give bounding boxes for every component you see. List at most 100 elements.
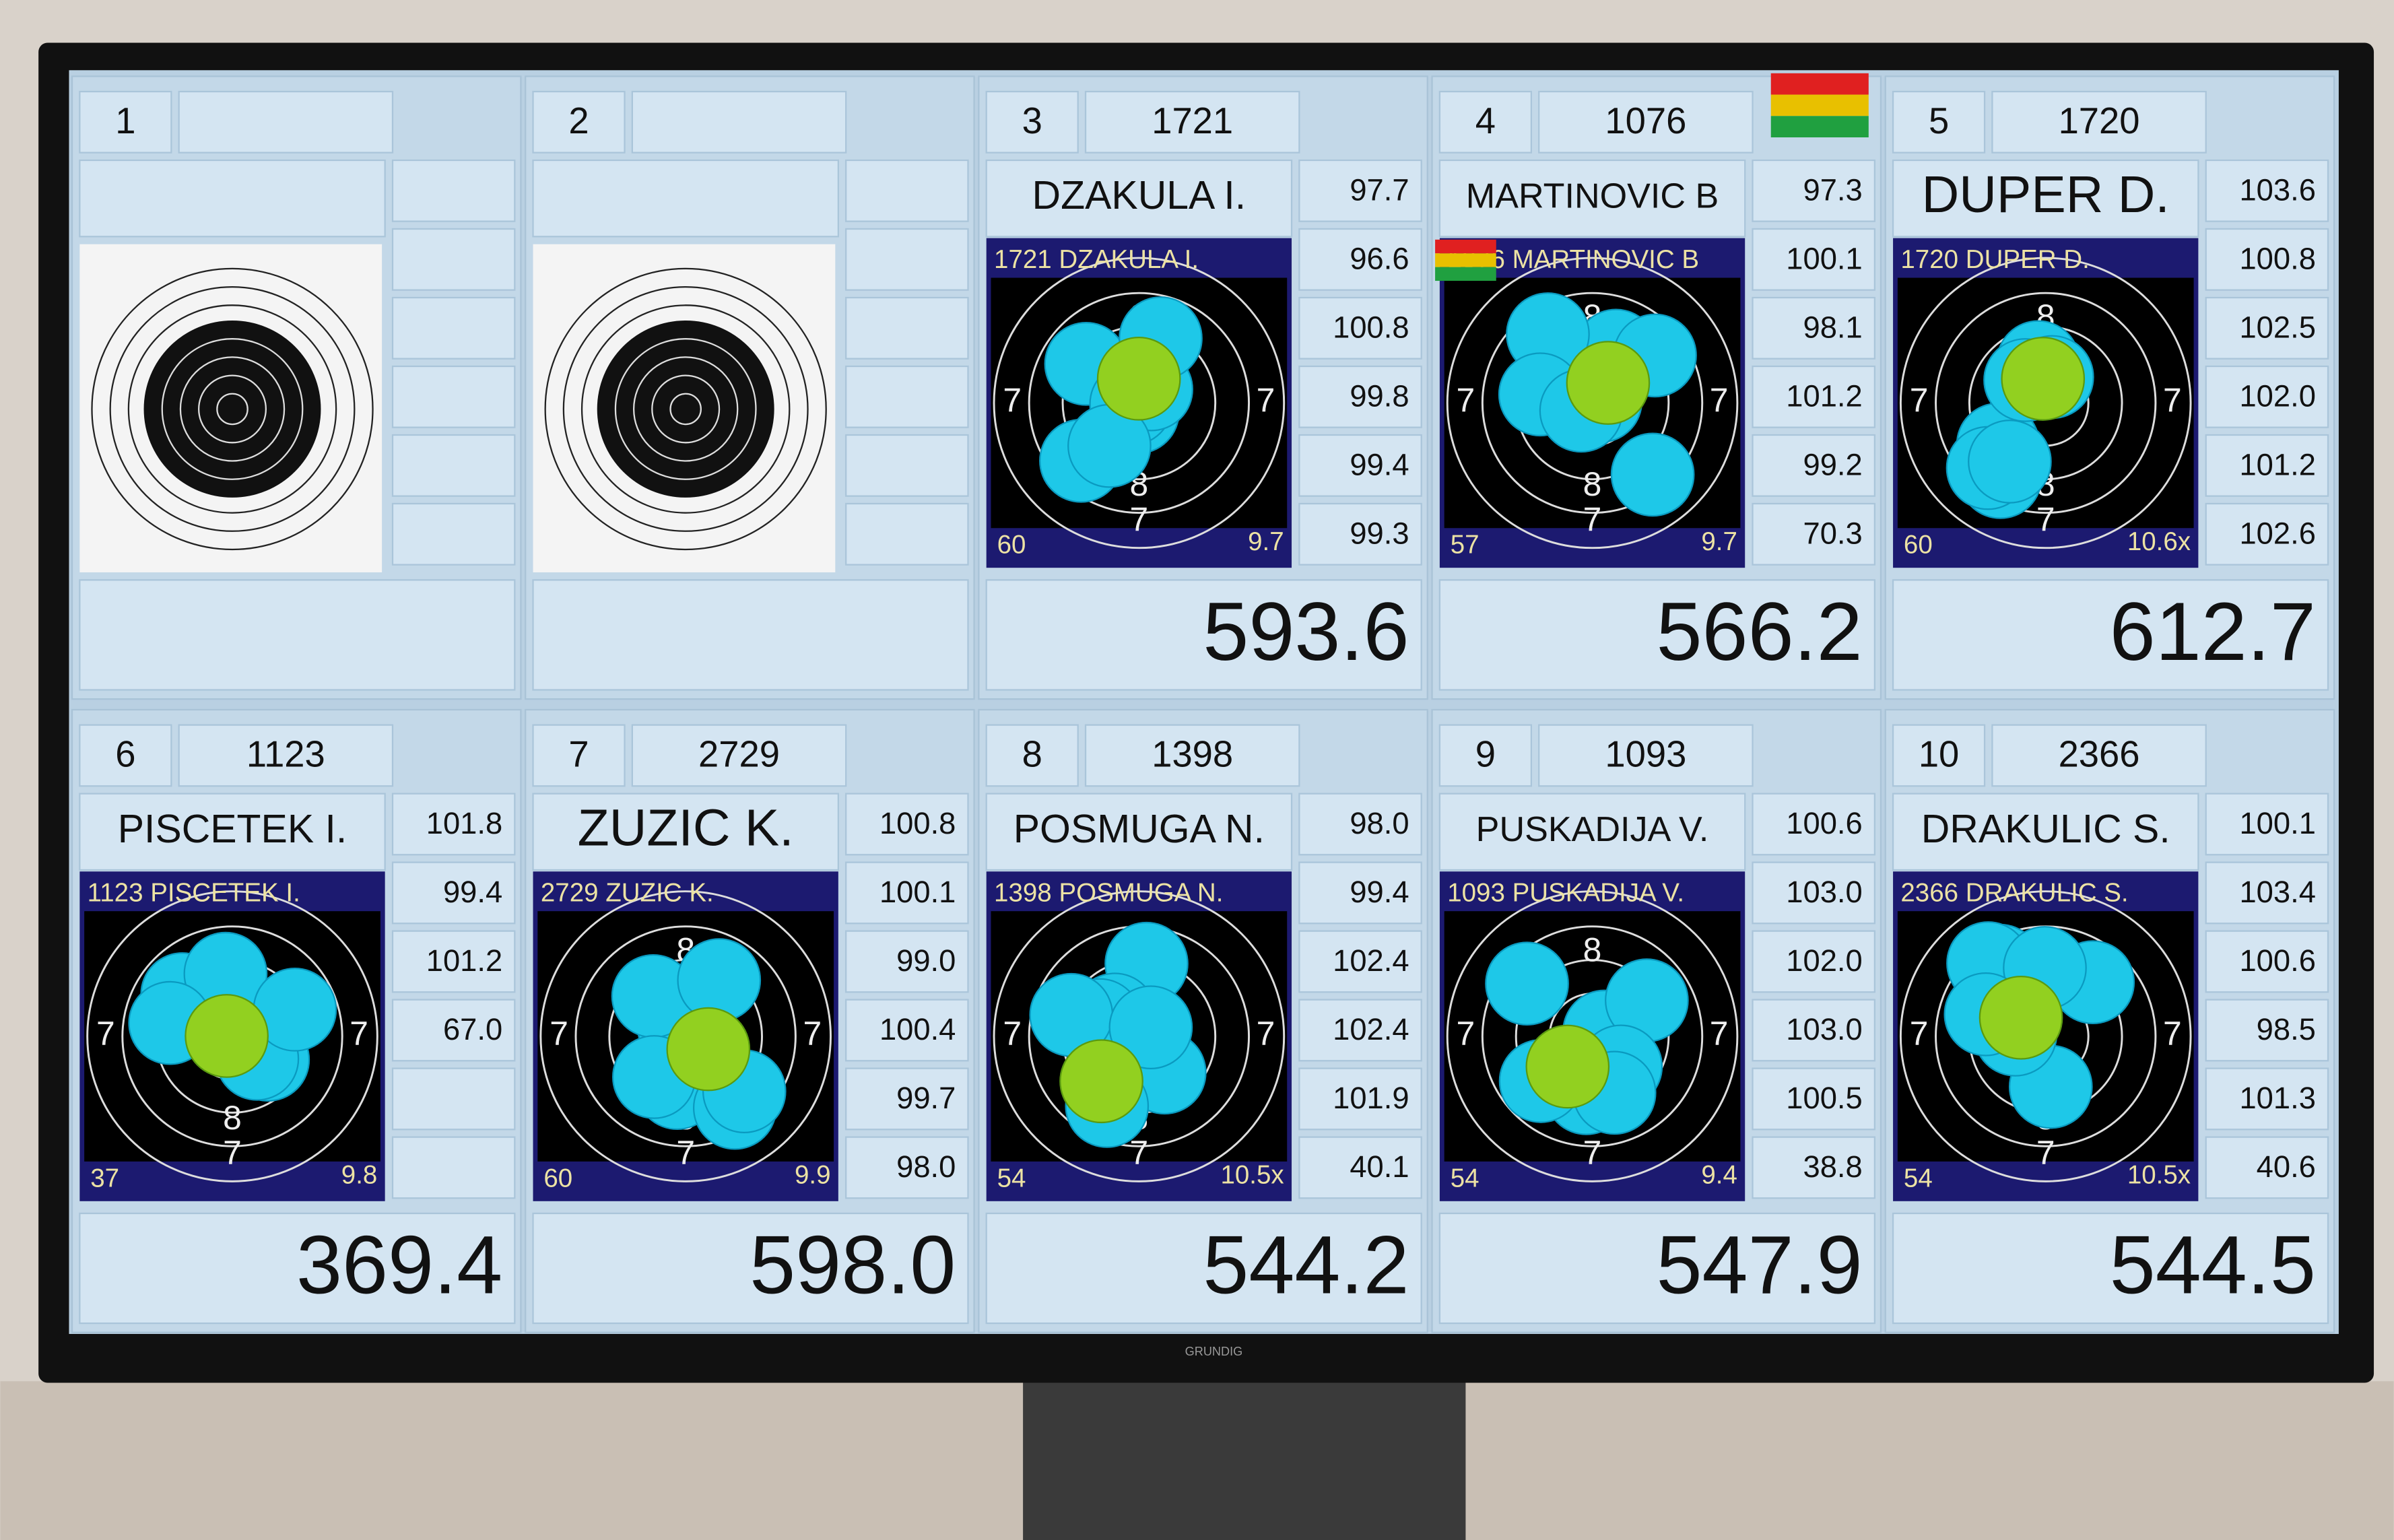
ring-label: 7 (1257, 382, 1275, 420)
box (1438, 90, 1533, 154)
box (2205, 1136, 2329, 1199)
ring-label: 7 (1003, 382, 1022, 420)
box (1298, 1136, 1422, 1199)
box (391, 930, 516, 993)
lane-number: 5 (1929, 100, 1949, 141)
box (845, 1136, 969, 1199)
ring-label: 7 (1710, 1015, 1729, 1052)
ring-label: 7 (2036, 500, 2055, 538)
series-score: 103.4 (2239, 875, 2315, 909)
shooter-name: ZUZIC K. (578, 799, 794, 857)
series-score: 101.9 (1333, 1081, 1409, 1115)
box (2205, 999, 2329, 1062)
series-score: 70.3 (1803, 516, 1863, 551)
last-shot-score: 9.4 (1701, 1161, 1737, 1190)
target-ring (651, 374, 721, 444)
status-flag (1770, 73, 1869, 137)
box (1298, 502, 1422, 566)
box (1991, 724, 2207, 787)
box (1298, 1067, 1422, 1131)
shooter-id: 2366 (2059, 734, 2140, 775)
series-score: 100.6 (1786, 806, 1862, 840)
total-score: 544.5 (2110, 1218, 2316, 1310)
box (1752, 296, 1876, 360)
series-score: 97.7 (1350, 173, 1409, 207)
box (1752, 930, 1876, 993)
box (1298, 861, 1422, 925)
series-score: 98.0 (1350, 806, 1409, 840)
ring-label: 7 (1583, 500, 1602, 538)
series-score: 99.8 (1350, 379, 1409, 413)
box (391, 1136, 516, 1199)
target-label: 2366 DRAKULIC S. (1900, 878, 2128, 907)
box (2205, 434, 2329, 497)
target-ring (1899, 257, 2192, 549)
box (1752, 502, 1876, 566)
box (1752, 793, 1876, 856)
target-flag (1435, 239, 1496, 281)
series-score: 96.6 (1350, 242, 1409, 276)
shot-count: 54 (997, 1164, 1026, 1193)
shot (1968, 420, 2052, 504)
shot (1610, 432, 1695, 517)
box (2205, 228, 2329, 291)
target-ring (544, 267, 827, 551)
lane-number: 6 (115, 734, 135, 775)
box (985, 724, 1079, 787)
box (79, 159, 386, 238)
target-ring (993, 257, 1286, 549)
shot (1485, 941, 1569, 1026)
box (1084, 90, 1300, 154)
target-ring (198, 374, 267, 444)
box (79, 793, 386, 871)
target-ring (669, 393, 702, 426)
series-score: 97.3 (1803, 173, 1863, 207)
shooter-id: 1721 (1152, 100, 1233, 141)
target-ring (632, 356, 739, 462)
shot-count: 54 (1451, 1164, 1479, 1193)
box (1752, 1136, 1876, 1199)
lane: 7 2729 ZUZIC K. 100.8 100.1 99.0 100.4 99.7 98.0… (525, 708, 975, 1333)
ring-label: 7 (1710, 382, 1729, 420)
series-score: 102.0 (1786, 943, 1862, 978)
target-ring (1446, 890, 1739, 1182)
shooter-id: 2729 (698, 734, 780, 775)
shooter-name: DZAKULA I. (1032, 174, 1246, 217)
ring-label: 7 (1003, 1015, 1022, 1052)
box (1991, 90, 2207, 154)
box (1892, 90, 1986, 154)
box (391, 228, 516, 291)
series-score: 99.0 (896, 943, 956, 978)
series-score: 40.1 (1350, 1149, 1409, 1184)
box (985, 579, 1422, 691)
lane: 2 (525, 75, 975, 700)
box (2205, 861, 2329, 925)
shot (1108, 985, 1193, 1070)
flag-stripe (1435, 239, 1496, 254)
box (79, 579, 516, 691)
box (1298, 159, 1422, 222)
series-score: 102.4 (1333, 1012, 1409, 1046)
box (178, 90, 394, 154)
lane: 10 2366 DRAKULIC S. 100.1 103.4 100.6 98.5 101.… (1884, 708, 2335, 1333)
last-shot-score: 9.9 (795, 1161, 831, 1190)
target-ring (121, 925, 343, 1147)
target-ring (1446, 257, 1739, 549)
ring-label: 7 (2036, 1134, 2055, 1172)
box (845, 434, 969, 497)
series-score: 99.4 (1350, 875, 1409, 909)
ring-label: 8 (1583, 465, 1602, 503)
series-score: 102.0 (2239, 379, 2315, 413)
ring-label: 7 (1130, 1134, 1149, 1172)
lane: 3 1721 DZAKULA I. 97.7 96.6 100.8 99.8 99.4 99.3… (978, 75, 1428, 700)
last-shot-score: 10.6x (2127, 527, 2191, 556)
box (391, 999, 516, 1062)
box (1892, 793, 2199, 871)
series-score: 103.6 (2239, 173, 2315, 207)
flag-stripe (1770, 73, 1869, 95)
series-score: 40.6 (2257, 1149, 2316, 1184)
